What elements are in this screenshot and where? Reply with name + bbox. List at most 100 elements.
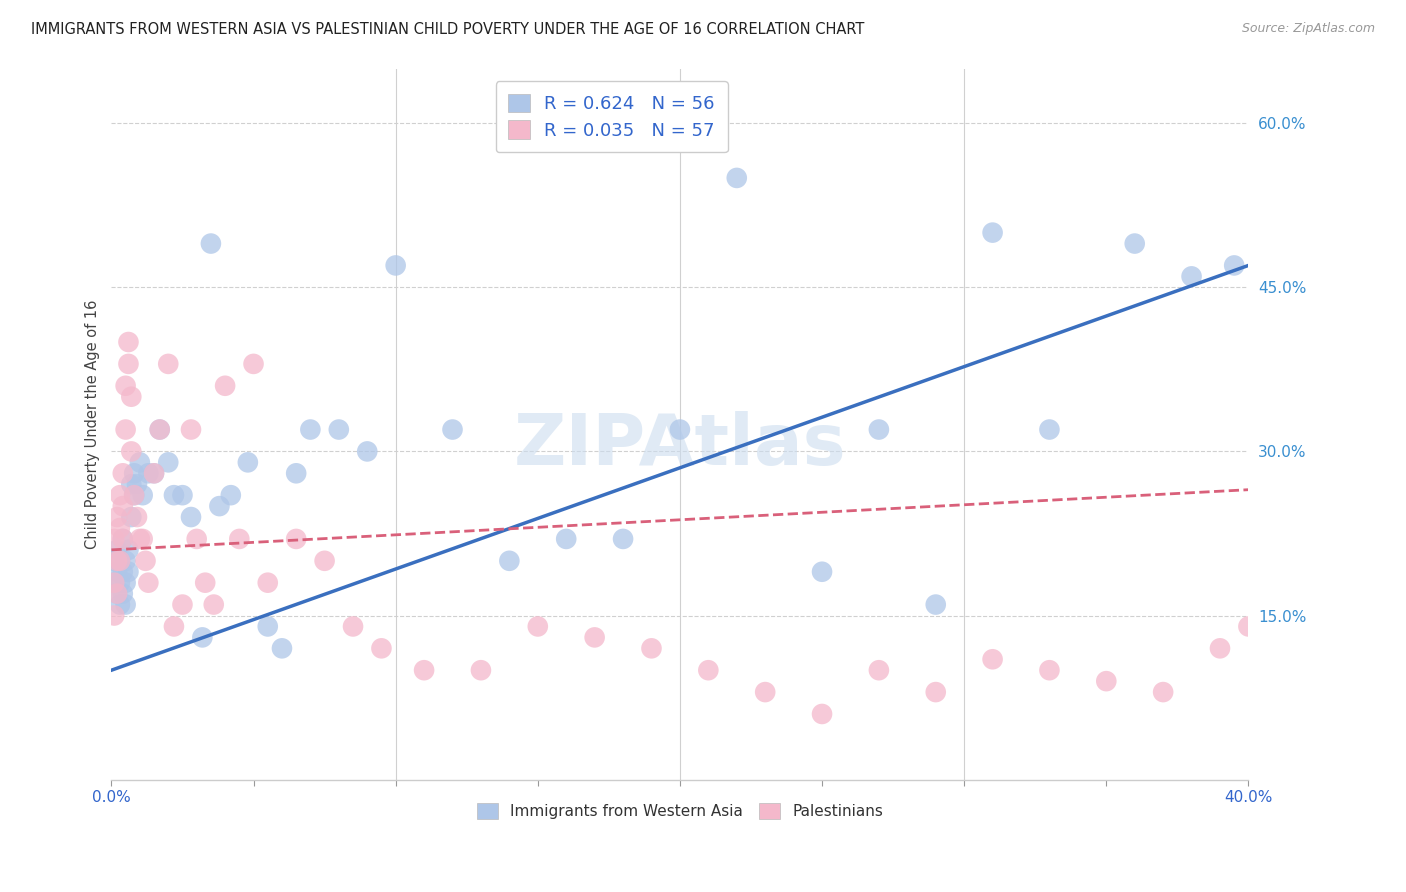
- Point: [1095, 674, 1118, 689]
- Point: [811, 565, 834, 579]
- Point: [108, 598, 131, 612]
- Y-axis label: Child Poverty Under the Age of 16: Child Poverty Under the Age of 16: [86, 300, 100, 549]
- Point: [122, 488, 145, 502]
- Point: [342, 619, 364, 633]
- Point: [157, 455, 180, 469]
- Point: [981, 652, 1004, 666]
- Point: [103, 575, 125, 590]
- Point: [200, 236, 222, 251]
- Point: [868, 423, 890, 437]
- Point: [285, 467, 308, 481]
- Point: [498, 554, 520, 568]
- Point: [108, 554, 131, 568]
- Point: [143, 467, 166, 481]
- Point: [356, 444, 378, 458]
- Point: [208, 499, 231, 513]
- Point: [191, 631, 214, 645]
- Point: [214, 378, 236, 392]
- Point: [131, 532, 153, 546]
- Point: [180, 423, 202, 437]
- Point: [640, 641, 662, 656]
- Point: [114, 423, 136, 437]
- Point: [128, 532, 150, 546]
- Point: [122, 488, 145, 502]
- Point: [117, 565, 139, 579]
- Point: [120, 390, 142, 404]
- Point: [1223, 259, 1246, 273]
- Point: [117, 334, 139, 349]
- Point: [583, 631, 606, 645]
- Point: [111, 532, 134, 546]
- Point: [143, 467, 166, 481]
- Point: [228, 532, 250, 546]
- Point: [103, 575, 125, 590]
- Point: [138, 575, 160, 590]
- Point: [180, 510, 202, 524]
- Point: [114, 598, 136, 612]
- Point: [202, 598, 225, 612]
- Point: [1180, 269, 1202, 284]
- Point: [754, 685, 776, 699]
- Point: [120, 444, 142, 458]
- Point: [135, 554, 157, 568]
- Point: [105, 565, 128, 579]
- Point: [120, 477, 142, 491]
- Legend: Immigrants from Western Asia, Palestinians: Immigrants from Western Asia, Palestinia…: [471, 797, 889, 825]
- Point: [186, 532, 208, 546]
- Point: [172, 598, 194, 612]
- Point: [242, 357, 264, 371]
- Point: [925, 598, 948, 612]
- Point: [103, 608, 125, 623]
- Point: [1152, 685, 1174, 699]
- Point: [555, 532, 578, 546]
- Point: [868, 663, 890, 677]
- Point: [117, 357, 139, 371]
- Point: [125, 477, 148, 491]
- Point: [328, 423, 350, 437]
- Point: [105, 542, 128, 557]
- Text: IMMIGRANTS FROM WESTERN ASIA VS PALESTINIAN CHILD POVERTY UNDER THE AGE OF 16 CO: IMMIGRANTS FROM WESTERN ASIA VS PALESTIN…: [31, 22, 865, 37]
- Point: [111, 565, 134, 579]
- Point: [149, 423, 172, 437]
- Point: [612, 532, 634, 546]
- Point: [194, 575, 217, 590]
- Point: [1038, 663, 1060, 677]
- Point: [236, 455, 259, 469]
- Point: [526, 619, 548, 633]
- Point: [725, 170, 748, 185]
- Point: [299, 423, 322, 437]
- Point: [122, 467, 145, 481]
- Point: [105, 510, 128, 524]
- Text: Source: ZipAtlas.com: Source: ZipAtlas.com: [1241, 22, 1375, 36]
- Point: [271, 641, 294, 656]
- Point: [1123, 236, 1146, 251]
- Point: [105, 587, 128, 601]
- Point: [120, 510, 142, 524]
- Point: [370, 641, 392, 656]
- Point: [163, 619, 186, 633]
- Point: [108, 554, 131, 568]
- Point: [981, 226, 1004, 240]
- Point: [125, 510, 148, 524]
- Point: [111, 499, 134, 513]
- Point: [117, 542, 139, 557]
- Point: [131, 488, 153, 502]
- Point: [108, 575, 131, 590]
- Point: [441, 423, 464, 437]
- Point: [138, 467, 160, 481]
- Point: [108, 521, 131, 535]
- Text: ZIPAtlas: ZIPAtlas: [513, 411, 846, 480]
- Point: [111, 587, 134, 601]
- Point: [314, 554, 336, 568]
- Point: [1209, 641, 1232, 656]
- Point: [1038, 423, 1060, 437]
- Point: [384, 259, 406, 273]
- Point: [103, 532, 125, 546]
- Point: [103, 554, 125, 568]
- Point: [108, 488, 131, 502]
- Point: [128, 455, 150, 469]
- Point: [149, 423, 172, 437]
- Point: [114, 575, 136, 590]
- Point: [697, 663, 720, 677]
- Point: [111, 467, 134, 481]
